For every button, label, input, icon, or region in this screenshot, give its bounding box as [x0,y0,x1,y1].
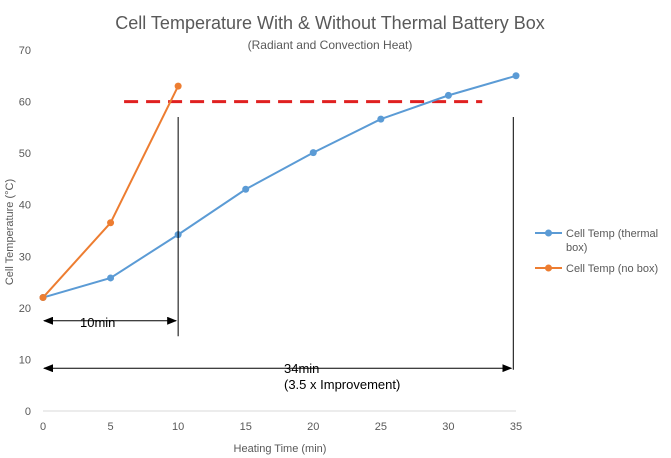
x-tick-label: 0 [40,421,46,433]
data-point-series-0 [444,91,452,99]
legend-marker-no-box [545,264,552,272]
x-tick-label: 10 [172,421,184,433]
x-axis-ticks: 0 5 10 15 20 25 30 35 [40,421,522,433]
legend-item-no-box: Cell Temp (no box) [535,263,658,275]
annotations: 10min 34min (3.5 x Improvement) [43,117,514,392]
label-34min: 34min [284,361,319,376]
data-point-series-1 [39,294,47,302]
series-lines [42,74,517,299]
y-tick-label: 60 [19,97,31,109]
y-axis-label: Cell Temperature (°C) [4,179,16,285]
y-tick-label: 30 [19,251,31,263]
data-point-series-1 [174,82,182,90]
x-tick-label: 15 [240,421,252,433]
y-tick-label: 10 [19,354,31,366]
legend: Cell Temp (thermal box) Cell Temp (no bo… [535,228,658,275]
y-tick-label: 20 [19,303,31,315]
chart-subtitle: (Radiant and Convection Heat) [248,38,413,52]
legend-label-thermal-box-1: Cell Temp (thermal [566,228,658,240]
y-tick-label: 0 [25,406,31,418]
y-tick-label: 70 [19,45,31,57]
legend-marker-thermal-box [545,229,552,237]
x-tick-label: 5 [108,421,114,433]
series-points [39,72,520,302]
chart-title: Cell Temperature With & Without Thermal … [115,13,545,33]
legend-label-no-box: Cell Temp (no box) [566,263,658,275]
data-point-series-1 [107,219,115,227]
data-point-series-0 [242,185,250,193]
series-line-0 [42,74,517,299]
x-tick-label: 20 [307,421,319,433]
legend-item-thermal-box: Cell Temp (thermal box) [535,228,658,254]
x-tick-label: 35 [510,421,522,433]
series-line-1 [42,85,180,299]
x-axis-label: Heating Time (min) [234,443,327,455]
y-tick-label: 50 [19,148,31,160]
y-axis-ticks: 0 10 20 30 40 50 60 70 [19,45,31,418]
legend-label-thermal-box-2: box) [566,242,587,254]
x-tick-label: 25 [375,421,387,433]
data-point-series-0 [107,274,115,282]
y-tick-label: 40 [19,200,31,212]
label-improvement: (3.5 x Improvement) [284,377,400,392]
data-point-series-0 [309,149,317,157]
label-10min: 10min [80,315,115,330]
data-point-series-0 [377,115,385,123]
x-tick-label: 30 [442,421,454,433]
data-point-series-0 [512,72,520,80]
